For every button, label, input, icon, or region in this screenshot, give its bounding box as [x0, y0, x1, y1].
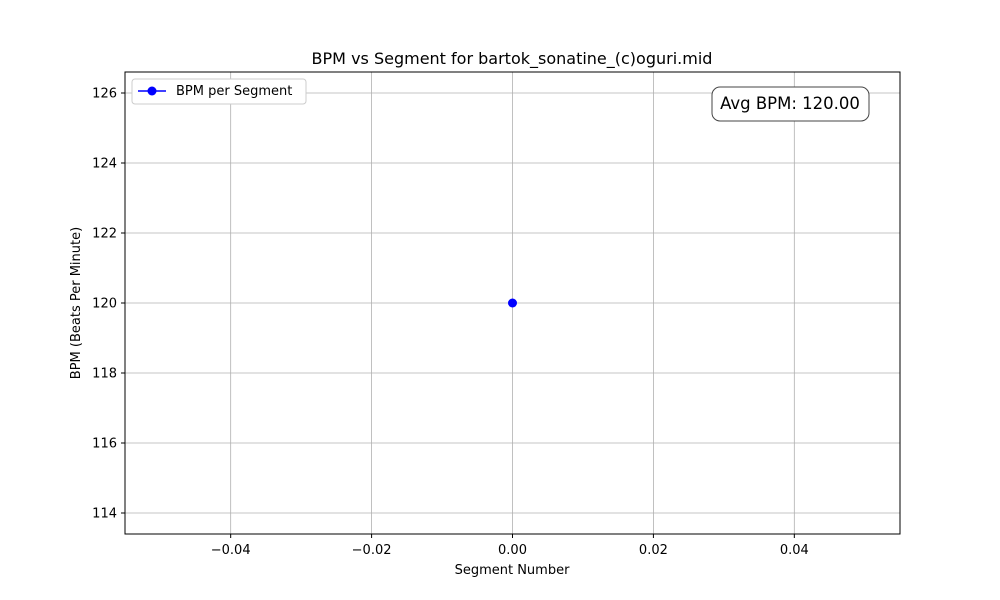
- x-axis-label: Segment Number: [455, 563, 571, 578]
- annotation-text: Avg BPM: 120.00: [720, 94, 860, 113]
- y-tick-label: 126: [92, 87, 117, 102]
- legend-frame: [131, 78, 307, 105]
- series-layer: [508, 298, 517, 308]
- y-tick-label: 114: [92, 507, 117, 522]
- y-axis-label: BPM (Beats Per Minute): [69, 227, 84, 379]
- y-tick-label: 124: [92, 157, 117, 172]
- data-point: [508, 298, 517, 308]
- grid-lines: [125, 72, 900, 534]
- y-tick-label: 120: [92, 297, 117, 312]
- x-tick-label: −0.02: [352, 543, 392, 558]
- y-tick-label: 118: [92, 367, 117, 382]
- x-tick-label: −0.04: [211, 543, 251, 558]
- chart-title: BPM vs Segment for bartok_sonatine_(c)og…: [312, 49, 713, 69]
- legend-label: BPM per Segment: [176, 84, 292, 99]
- x-tick-label: 0.02: [639, 543, 668, 558]
- x-tick-label: 0.04: [780, 543, 809, 558]
- avg-bpm-annotation: Avg BPM: 120.00: [711, 86, 870, 122]
- legend-marker-swatch: [147, 86, 157, 96]
- annotation-box: [711, 86, 870, 122]
- tick-layer: −0.04 −0.02 0.00 0.02 0.04 114 116 118 120 122 124…: [92, 87, 809, 559]
- y-tick-label: 122: [92, 227, 117, 242]
- y-tick-label: 116: [92, 437, 117, 452]
- legend: BPM per Segment: [131, 78, 307, 105]
- x-tick-label: 0.00: [498, 543, 527, 558]
